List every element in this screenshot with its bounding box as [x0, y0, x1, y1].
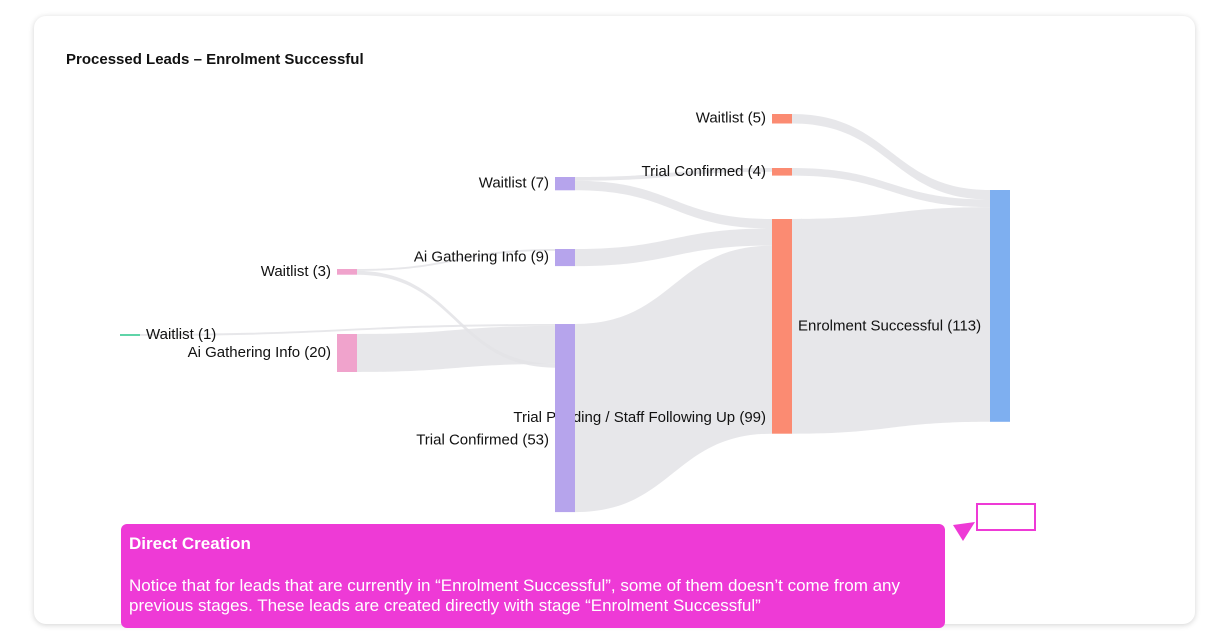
link — [140, 324, 555, 336]
links — [140, 114, 990, 513]
node-label: Waitlist (5) — [696, 110, 766, 127]
link — [357, 249, 555, 271]
node-label: Waitlist (7) — [479, 175, 549, 192]
link — [792, 168, 990, 208]
node-label: Ai Gathering Info (20) — [188, 344, 331, 361]
link — [357, 325, 555, 372]
node-label: Enrolment Successful (113) — [798, 317, 981, 334]
node-label: Trial Confirmed (53) — [416, 431, 549, 448]
link — [575, 168, 772, 181]
node — [337, 269, 357, 275]
highlight-box — [976, 503, 1036, 531]
callout-text: Notice that for leads that are currently… — [129, 576, 901, 615]
node — [772, 114, 792, 124]
node — [337, 334, 357, 372]
node — [772, 219, 792, 434]
link — [575, 180, 772, 229]
node-label: Trial Confirmed (4) — [642, 163, 766, 180]
node-label: Trial Pending / Staff Following Up (99) — [513, 409, 766, 426]
node — [120, 334, 140, 336]
link — [575, 228, 772, 267]
link — [575, 245, 772, 513]
node-label: Waitlist (3) — [261, 263, 331, 280]
node — [990, 190, 1010, 422]
node — [555, 249, 575, 267]
node — [555, 390, 575, 491]
chart-title: Processed Leads – Enrolment Successful — [66, 51, 364, 68]
callout-title: Direct Creation — [129, 534, 251, 553]
node-label: Ai Gathering Info (9) — [414, 249, 549, 266]
node — [555, 177, 575, 191]
callout-pointer — [953, 522, 975, 541]
callout: Direct Creation Notice that for leads th… — [121, 524, 945, 628]
link — [792, 207, 990, 434]
node-label: Waitlist (1) — [146, 326, 216, 343]
node — [772, 168, 792, 176]
link — [357, 270, 555, 368]
link — [792, 114, 990, 200]
